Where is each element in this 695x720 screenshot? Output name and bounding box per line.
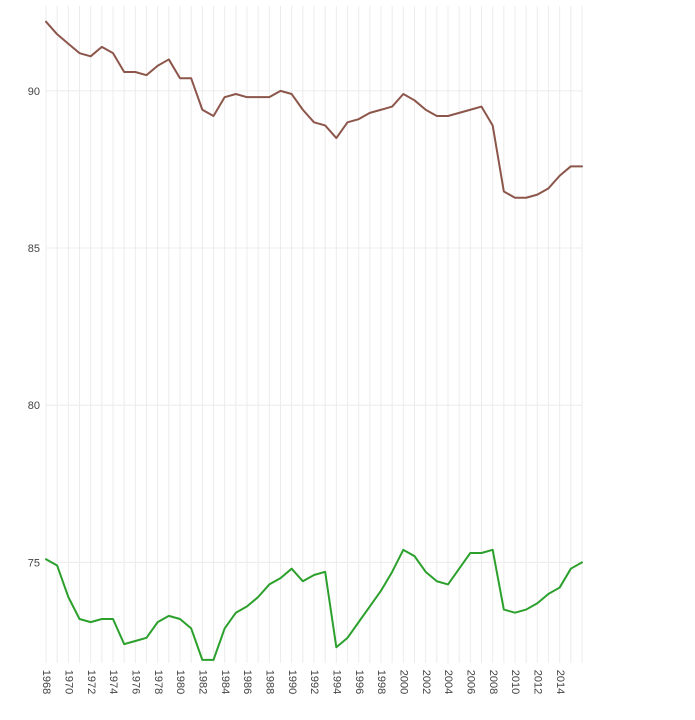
x-tick-label: 1988 (263, 670, 275, 694)
x-tick-label: 1990 (286, 670, 298, 694)
x-axis-tick-labels: 1968 1970 1972 1974 1976 1978 1980 1982 1984 1986… (40, 670, 566, 694)
series-line-1 (45, 20, 583, 199)
series-line-2 (45, 548, 583, 661)
x-tick-label: 1996 (353, 670, 365, 694)
x-tick-label: 1972 (85, 670, 97, 694)
x-tick-label: 1994 (330, 670, 342, 694)
x-tick-label: 2004 (442, 670, 454, 694)
horizontal-gridlines (46, 90, 582, 563)
x-tick-label: 1992 (308, 670, 320, 694)
y-tick-label: 75 (28, 557, 40, 569)
x-tick-label: 2006 (464, 670, 476, 694)
y-tick-label: 80 (28, 400, 40, 412)
y-axis-tick-labels: 75 80 85 90 (28, 86, 40, 570)
x-tick-label: 1968 (40, 670, 52, 694)
y-tick-label: 90 (28, 86, 40, 98)
x-tick-label: 1978 (152, 670, 164, 694)
x-tick-label: 1998 (375, 670, 387, 694)
y-tick-label: 85 (28, 243, 40, 255)
x-tick-label: 1986 (241, 670, 253, 694)
x-tick-label: 1970 (62, 670, 74, 694)
x-tick-label: 2002 (420, 670, 432, 694)
x-tick-label: 2012 (531, 670, 543, 694)
x-tick-label: 2000 (397, 670, 409, 694)
x-tick-label: 2010 (509, 670, 521, 694)
x-tick-label: 1984 (219, 670, 231, 694)
x-tick-label: 2008 (487, 670, 499, 694)
x-tick-label: 1982 (196, 670, 208, 694)
vertical-gridlines (45, 6, 583, 663)
x-tick-label: 2014 (554, 670, 566, 694)
x-tick-label: 1980 (174, 670, 186, 694)
series-group (45, 20, 583, 661)
x-tick-label: 1974 (107, 670, 119, 694)
x-tick-label: 1976 (129, 670, 141, 694)
